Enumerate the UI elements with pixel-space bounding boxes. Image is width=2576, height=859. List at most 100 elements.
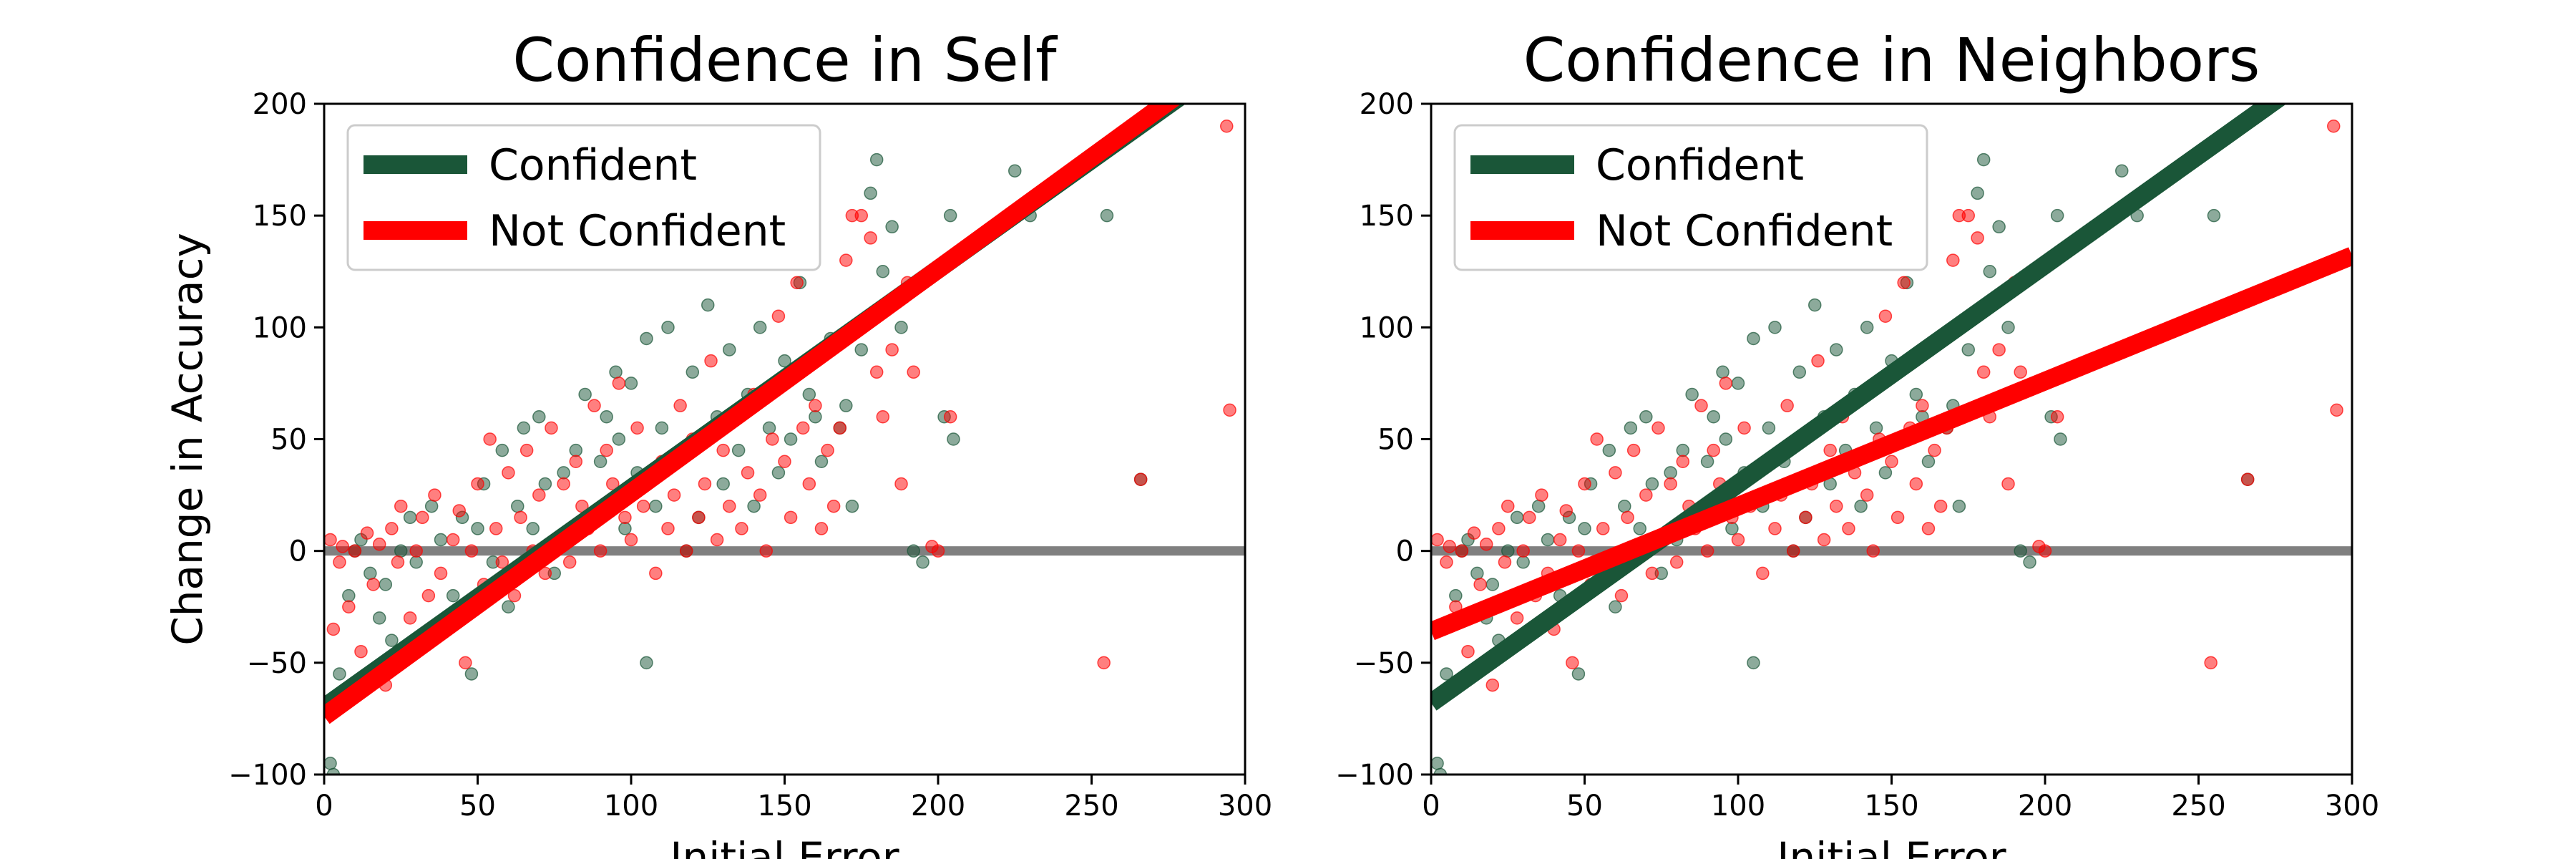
data-point bbox=[2327, 119, 2341, 133]
x-tick-label: 50 bbox=[459, 790, 496, 822]
data-point bbox=[464, 667, 479, 681]
data-point bbox=[943, 208, 957, 223]
data-point bbox=[679, 544, 693, 558]
data-point bbox=[336, 540, 349, 553]
data-point bbox=[894, 477, 908, 491]
data-point bbox=[1731, 377, 1745, 390]
data-point bbox=[885, 343, 899, 356]
data-point bbox=[1541, 533, 1555, 547]
data-point bbox=[434, 533, 448, 547]
y-tick-label: −100 bbox=[1335, 759, 1414, 792]
y-tick-label: 200 bbox=[1360, 88, 1414, 121]
data-point bbox=[483, 432, 497, 446]
data-point bbox=[1633, 522, 1646, 535]
data-point bbox=[1676, 443, 1690, 457]
data-point bbox=[421, 588, 436, 603]
data-point bbox=[1602, 443, 1616, 457]
data-point bbox=[839, 399, 853, 412]
data-point bbox=[1976, 152, 1991, 167]
legend: Confident Not Confident bbox=[346, 124, 821, 271]
data-point bbox=[459, 656, 472, 670]
data-point bbox=[790, 276, 804, 290]
data-point bbox=[854, 343, 868, 356]
data-point bbox=[514, 510, 527, 525]
data-point bbox=[1971, 231, 1984, 245]
data-point bbox=[1578, 477, 1591, 491]
data-point bbox=[1501, 499, 1515, 513]
data-point bbox=[2023, 555, 2036, 569]
data-point bbox=[839, 253, 853, 267]
data-point bbox=[517, 421, 531, 435]
data-point bbox=[1916, 399, 1929, 412]
data-point bbox=[1621, 510, 1634, 525]
data-point bbox=[606, 477, 620, 491]
data-point bbox=[630, 421, 644, 435]
data-point bbox=[333, 667, 346, 681]
data-point bbox=[826, 499, 841, 513]
data-point bbox=[2054, 432, 2067, 446]
data-point bbox=[1571, 667, 1586, 681]
data-point bbox=[1639, 410, 1653, 424]
data-point bbox=[876, 265, 890, 278]
data-point bbox=[326, 767, 341, 775]
data-point bbox=[1553, 533, 1567, 547]
y-tick-label: 50 bbox=[270, 424, 307, 457]
data-point bbox=[854, 208, 868, 223]
y-tick-label: 100 bbox=[1360, 311, 1414, 344]
data-point bbox=[1961, 208, 1975, 223]
data-point bbox=[1860, 321, 1874, 334]
data-point bbox=[618, 510, 632, 525]
data-point bbox=[864, 231, 877, 245]
trend-line-confident bbox=[1431, 104, 2287, 711]
data-point bbox=[1097, 656, 1111, 670]
data-point bbox=[667, 488, 681, 502]
chart-panel-1: 0 50 100 150 200 250 300 −100 −50 0 50 100 150 200 Con… bbox=[163, 25, 1272, 859]
x-tick-label: 100 bbox=[1711, 790, 1765, 822]
data-point bbox=[747, 499, 761, 513]
data-point bbox=[1516, 555, 1530, 569]
data-point bbox=[1492, 522, 1506, 535]
data-point bbox=[511, 499, 525, 513]
data-point bbox=[333, 555, 346, 569]
data-point bbox=[372, 611, 386, 625]
legend-label-confident: Confident bbox=[489, 140, 697, 190]
data-point bbox=[1842, 522, 1855, 535]
data-point bbox=[1559, 504, 1574, 518]
data-point bbox=[495, 443, 509, 457]
data-point bbox=[1473, 578, 1487, 591]
data-point bbox=[809, 399, 822, 412]
data-point bbox=[931, 544, 945, 558]
data-point bbox=[502, 600, 515, 613]
data-point bbox=[1652, 421, 1665, 435]
data-point bbox=[1983, 265, 1997, 278]
data-point bbox=[1921, 522, 1936, 535]
x-tick-label: 0 bbox=[315, 790, 333, 822]
y-tick-label: 100 bbox=[253, 311, 307, 344]
data-point bbox=[778, 455, 791, 468]
data-point bbox=[735, 522, 748, 535]
data-point bbox=[1961, 343, 1975, 356]
data-point bbox=[1596, 522, 1610, 535]
x-tick-label: 100 bbox=[604, 790, 658, 822]
y-tick-label: 0 bbox=[1396, 535, 1414, 568]
data-point bbox=[907, 365, 920, 379]
data-point bbox=[1510, 510, 1524, 525]
data-point bbox=[753, 321, 767, 334]
data-point bbox=[1716, 365, 1729, 379]
data-point bbox=[1501, 544, 1515, 558]
data-point bbox=[771, 309, 786, 323]
data-point bbox=[519, 443, 534, 457]
data-point bbox=[1897, 276, 1911, 290]
data-point bbox=[452, 504, 467, 518]
data-point bbox=[833, 421, 847, 435]
data-point bbox=[1100, 208, 1114, 223]
data-point bbox=[385, 634, 399, 647]
data-point bbox=[1664, 477, 1677, 491]
data-point bbox=[1220, 119, 1234, 133]
x-tick-label: 200 bbox=[911, 790, 965, 822]
data-point bbox=[1516, 544, 1530, 558]
data-point bbox=[636, 499, 650, 513]
data-point bbox=[372, 538, 386, 551]
data-point bbox=[1921, 455, 1936, 468]
